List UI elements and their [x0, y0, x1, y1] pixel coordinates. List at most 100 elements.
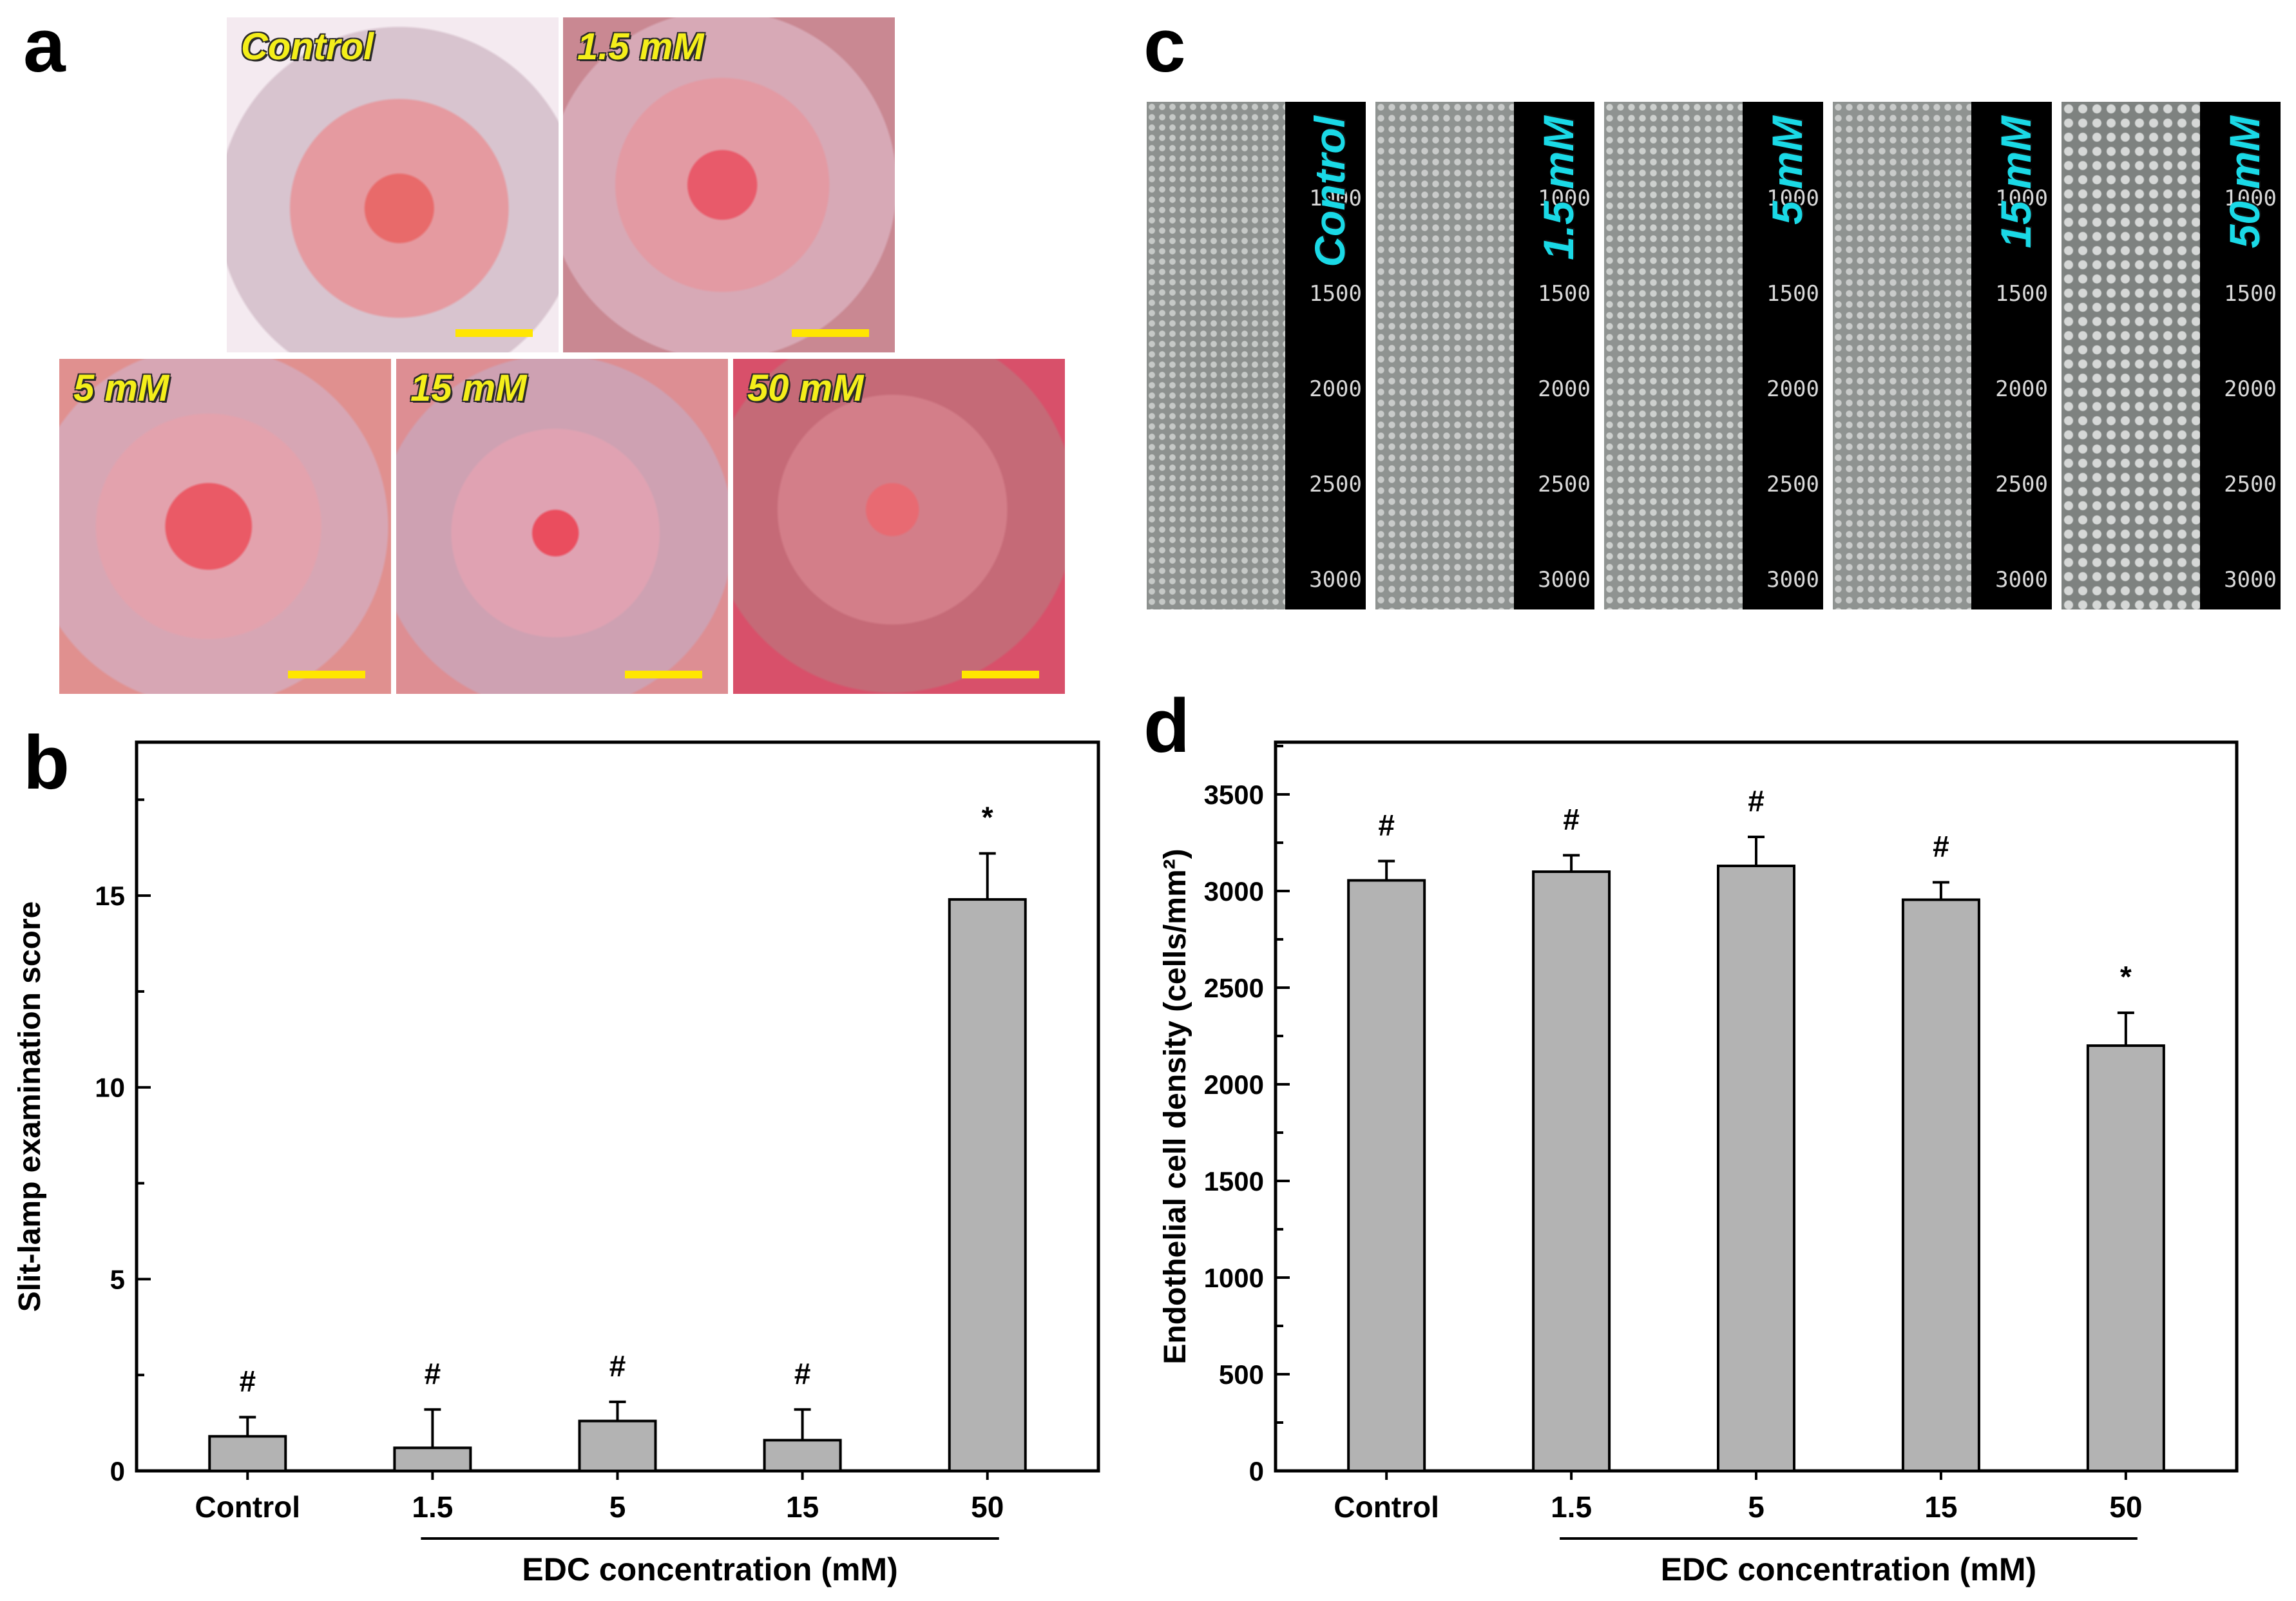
scale-tick: 2500: [1309, 472, 1362, 497]
density-scale-strip: 1000 1500 2000 2500 3000: [2205, 102, 2281, 609]
specular-image-control: 1000 1500 2000 2500 3000 Control: [1147, 102, 1366, 609]
y-tick-label: 3000: [1204, 876, 1264, 906]
bar: [1347, 879, 1426, 1472]
significance-mark: #: [1563, 803, 1580, 836]
significance-mark: *: [2120, 960, 2132, 993]
x-axis-title: EDC concentration (mM): [522, 1551, 897, 1587]
x-tick-label: 1.5: [1551, 1490, 1592, 1524]
y-tick-label: 2000: [1204, 1069, 1264, 1100]
scale-tick: 1000: [1538, 186, 1591, 211]
scale-tick: 1000: [1766, 186, 1819, 211]
scale-tick: 2000: [1309, 376, 1362, 402]
image-label: 1.5 mM: [1535, 116, 1582, 260]
scale-tick: 3000: [1995, 567, 2048, 593]
significance-mark: #: [609, 1349, 626, 1383]
y-tick-label: 10: [95, 1073, 125, 1103]
scale-tick: 3000: [1538, 567, 1591, 593]
specular-image-5mm: 1000 1500 2000 2500 3000 5 mM: [1604, 102, 1823, 609]
y-tick-label: 500: [1219, 1359, 1264, 1390]
image-label: 15 mM: [1992, 116, 2040, 249]
y-tick-label: 15: [95, 881, 125, 911]
bar: [1901, 898, 1980, 1472]
bar: [948, 898, 1027, 1472]
bar: [1532, 870, 1611, 1472]
photo-label: 15 mM: [410, 367, 527, 409]
y-axis-title: Endothelial cell density (cells/mm²): [1158, 848, 1192, 1364]
y-tick-label: 3500: [1204, 780, 1264, 810]
y-tick-label: 0: [110, 1456, 125, 1486]
density-scale-strip: 1000 1500 2000 2500 3000: [1747, 102, 1823, 609]
eye-photo-50mm: 50 mM: [732, 358, 1066, 695]
bar: [763, 1439, 842, 1472]
significance-mark: #: [794, 1357, 811, 1390]
photo-label: 50 mM: [747, 367, 864, 409]
significance-mark: #: [239, 1365, 256, 1398]
scale-tick: 3000: [1309, 567, 1362, 593]
specular-image-50mm: 1000 1500 2000 2500 3000 50 mM: [2062, 102, 2281, 609]
x-tick-label: 50: [2109, 1490, 2142, 1524]
density-scale-strip: 1000 1500 2000 2500 3000: [1976, 102, 2052, 609]
significance-mark: #: [1748, 784, 1765, 818]
scale-tick: 2500: [1995, 472, 2048, 497]
scale-bar: [962, 671, 1039, 678]
eye-photo-control: Control: [225, 16, 560, 354]
scale-tick: 3000: [2224, 567, 2277, 593]
scale-tick: 1500: [1995, 281, 2048, 307]
scale-tick: 1000: [1309, 186, 1362, 211]
x-tick-label: 5: [609, 1490, 626, 1524]
panel-letter-d: d: [1143, 684, 1191, 769]
scale-tick: 2500: [1766, 472, 1819, 497]
slit-lamp-score-chart: 0 5 10 15 # Control #1.5 #5 #15 * 50 EDC concentrat…: [13, 740, 1100, 1587]
eye-photo-15mm: 15 mM: [395, 358, 729, 695]
panel-letter-a: a: [23, 3, 66, 88]
photo-label: 1.5 mM: [577, 26, 704, 68]
panel-letter-c: c: [1143, 3, 1186, 88]
endothelial-density-chart: 0 500 1000 1500 2000 2500 3000 3500 # Control #1.5…: [1158, 740, 2239, 1587]
scale-tick: 2000: [2224, 376, 2277, 402]
endothelial-cell-image: [1147, 102, 1285, 609]
endothelial-cell-image: [1604, 102, 1743, 609]
x-tick-label: 15: [1924, 1490, 1957, 1524]
x-tick-label: 15: [786, 1490, 819, 1524]
x-tick-label: 5: [1748, 1490, 1765, 1524]
scale-tick: 2000: [1995, 376, 2048, 402]
endothelial-cell-image: [2062, 102, 2200, 609]
scale-tick: 1500: [1309, 281, 1362, 307]
scale-bar: [625, 671, 702, 678]
significance-mark: #: [425, 1357, 441, 1390]
scale-tick: 2000: [1538, 376, 1591, 402]
scale-tick: 1000: [1995, 186, 2048, 211]
y-tick-label: 1000: [1204, 1263, 1264, 1293]
photo-label: 5 mM: [73, 367, 169, 409]
bar: [208, 1435, 287, 1472]
scale-bar: [455, 329, 533, 337]
bar: [2086, 1044, 2165, 1472]
scale-tick: 2500: [1538, 472, 1591, 497]
specular-image-15mm: 1000 1500 2000 2500 3000 15 mM: [1833, 102, 2052, 609]
scale-tick: 2000: [1766, 376, 1819, 402]
scale-tick: 1500: [2224, 281, 2277, 307]
panel-letter-b: b: [23, 720, 70, 805]
photo-label: Control: [241, 26, 374, 68]
x-tick-label: Control: [195, 1490, 301, 1524]
density-scale-strip: 1000 1500 2000 2500 3000: [1518, 102, 1594, 609]
significance-mark: #: [1933, 830, 1949, 863]
scale-tick: 3000: [1766, 567, 1819, 593]
y-axis-title: Slit-lamp examination score: [13, 901, 47, 1312]
y-tick-label: 2500: [1204, 973, 1264, 1003]
specular-image-1-5mm: 1000 1500 2000 2500 3000 1.5 mM: [1375, 102, 1594, 609]
y-tick-label: 1500: [1204, 1166, 1264, 1196]
scale-bar: [792, 329, 869, 337]
endothelial-cell-image: [1833, 102, 1971, 609]
endothelial-cell-image: [1375, 102, 1514, 609]
scale-tick: 1000: [2224, 186, 2277, 211]
y-tick-label: 5: [110, 1264, 125, 1294]
scale-tick: 2500: [2224, 472, 2277, 497]
scale-tick: 1500: [1538, 281, 1591, 307]
x-tick-label: 50: [971, 1490, 1004, 1524]
significance-mark: *: [982, 801, 993, 834]
bar: [1717, 865, 1795, 1472]
x-axis-title: EDC concentration (mM): [1661, 1551, 2036, 1587]
y-tick-label: 0: [1249, 1456, 1264, 1486]
image-label: Control: [1306, 116, 1354, 267]
